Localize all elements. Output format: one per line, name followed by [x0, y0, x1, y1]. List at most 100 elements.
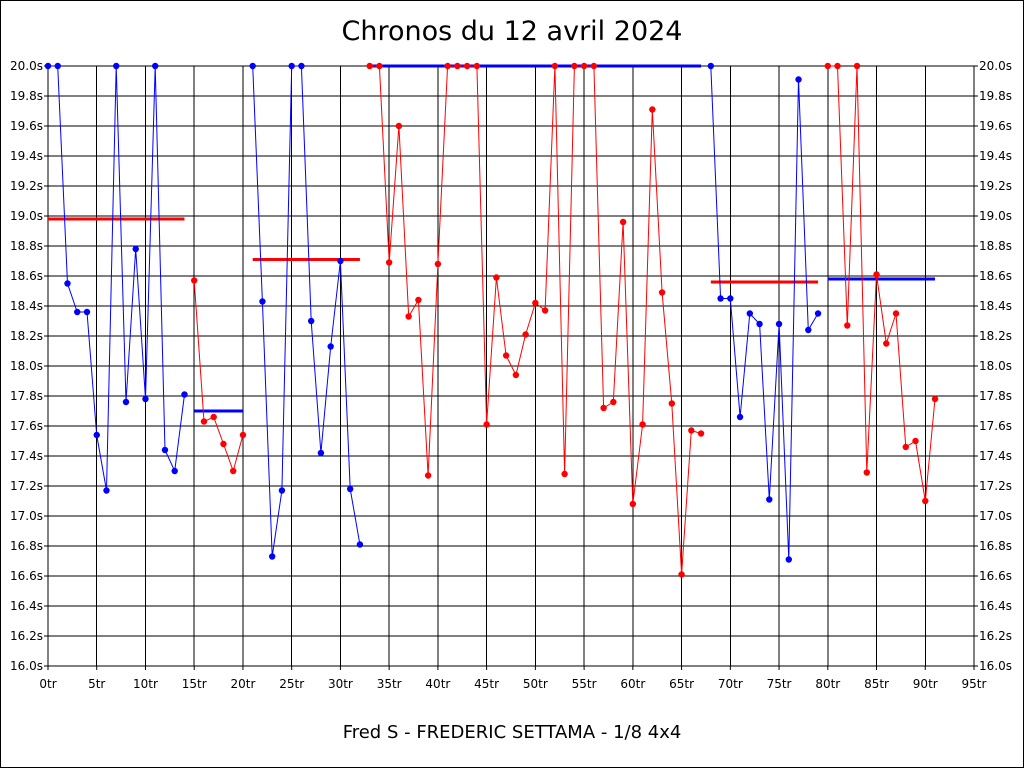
data-point — [181, 391, 188, 398]
data-point — [405, 313, 412, 320]
x-tick-label: 90tr — [913, 677, 938, 691]
data-point — [853, 62, 861, 70]
x-tick-label: 20tr — [230, 677, 255, 691]
data-point — [551, 62, 559, 70]
data-point — [113, 62, 120, 70]
x-tick-label: 10tr — [133, 677, 158, 691]
data-point — [366, 62, 373, 70]
data-point — [327, 343, 334, 350]
y-tick-label-right: 18.8s — [979, 239, 1012, 253]
data-point — [54, 62, 61, 70]
data-point — [795, 76, 802, 83]
y-tick-label-left: 18.0s — [10, 359, 43, 373]
data-point — [395, 122, 403, 130]
y-tick-label-right: 17.6s — [979, 419, 1012, 433]
y-tick-label-right: 17.4s — [979, 449, 1012, 463]
data-point — [873, 271, 880, 278]
x-tick-label: 25tr — [279, 677, 304, 691]
data-point — [424, 472, 432, 479]
y-tick-label-right: 20.0s — [979, 59, 1012, 73]
data-point — [902, 443, 909, 451]
y-tick-label-right: 16.8s — [979, 539, 1012, 553]
data-point — [44, 62, 52, 70]
data-point — [522, 331, 529, 338]
y-tick-label-right: 17.2s — [979, 479, 1012, 493]
data-point — [561, 470, 568, 478]
data-point — [532, 299, 539, 307]
data-point — [756, 320, 763, 328]
x-tick-label: 60tr — [620, 677, 645, 691]
data-point — [736, 413, 744, 421]
data-point — [288, 62, 295, 70]
data-point — [171, 467, 178, 475]
data-point — [775, 320, 783, 328]
y-tick-label-right: 18.4s — [979, 299, 1012, 313]
chart-subtitle: Fred S - FREDERIC SETTAMA - 1/8 4x4 — [342, 722, 682, 743]
data-point — [230, 467, 237, 475]
data-point — [619, 218, 627, 226]
data-point — [83, 308, 91, 316]
data-point — [658, 289, 666, 296]
data-point — [493, 274, 500, 281]
x-tick-label: 95tr — [962, 677, 987, 691]
y-tick-label-right: 17.0s — [979, 509, 1012, 523]
data-point — [688, 427, 695, 434]
data-point — [502, 352, 510, 359]
data-point — [668, 400, 676, 407]
data-point — [444, 62, 451, 70]
y-tick-label-left: 19.0s — [10, 209, 43, 223]
data-point — [805, 326, 812, 334]
data-point — [717, 295, 724, 302]
x-tick-label: 40tr — [425, 677, 450, 691]
y-tick-label-right: 18.2s — [979, 329, 1012, 343]
data-point — [463, 62, 471, 70]
x-tick-label: 75tr — [767, 677, 792, 691]
data-point — [385, 259, 393, 266]
data-point — [298, 62, 305, 70]
y-tick-label-left: 19.4s — [10, 149, 43, 163]
data-point — [766, 496, 773, 503]
y-tick-label-left: 16.4s — [10, 599, 43, 613]
data-point — [346, 485, 354, 493]
x-tick-label: 5tr — [88, 677, 105, 691]
y-tick-label-left: 16.8s — [10, 539, 43, 553]
data-point — [473, 62, 481, 70]
data-point — [571, 62, 578, 70]
y-tick-label-left: 17.4s — [10, 449, 43, 463]
data-point — [483, 421, 490, 428]
data-point — [512, 371, 520, 379]
y-tick-label-left: 20.0s — [10, 59, 43, 73]
data-point — [814, 310, 822, 317]
data-point — [727, 295, 734, 302]
data-point — [132, 245, 139, 253]
data-point — [142, 395, 149, 403]
y-tick-label-right: 19.4s — [979, 149, 1012, 163]
x-tick-label: 55tr — [572, 677, 597, 691]
x-tick-label: 30tr — [328, 677, 353, 691]
x-tick-label: 70tr — [718, 677, 743, 691]
data-point — [600, 404, 607, 412]
y-tick-label-left: 18.6s — [10, 269, 43, 283]
x-tick-label: 65tr — [669, 677, 694, 691]
data-point — [541, 307, 549, 314]
y-tick-label-left: 16.2s — [10, 629, 43, 643]
data-point — [824, 62, 831, 70]
y-tick-label-left: 19.2s — [10, 179, 43, 193]
data-point — [678, 571, 685, 578]
x-tick-label: 45tr — [474, 677, 499, 691]
y-tick-label-left: 17.2s — [10, 479, 43, 493]
data-point — [307, 317, 315, 325]
data-point — [892, 310, 900, 317]
series-line — [827, 65, 936, 502]
y-tick-label-left: 17.8s — [10, 389, 43, 403]
data-point — [883, 340, 890, 347]
data-point — [707, 62, 715, 70]
data-point — [834, 62, 841, 70]
data-point — [434, 260, 442, 268]
y-tick-label-right: 19.6s — [979, 119, 1012, 133]
data-point — [746, 310, 754, 317]
data-point — [249, 62, 256, 70]
y-tick-label-right: 17.8s — [979, 389, 1012, 403]
chart-title: Chronos du 12 avril 2024 — [341, 16, 683, 47]
